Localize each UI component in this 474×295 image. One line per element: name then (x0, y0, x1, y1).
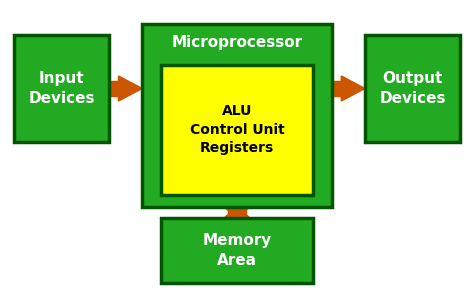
Polygon shape (341, 76, 365, 101)
Bar (161, 218, 313, 283)
Polygon shape (118, 76, 142, 101)
Polygon shape (220, 206, 254, 221)
Bar (228, 204, 246, 221)
Text: Input
Devices: Input Devices (28, 71, 95, 106)
Bar (161, 65, 313, 195)
Text: Microprocessor: Microprocessor (172, 35, 302, 50)
Bar (142, 24, 332, 206)
Bar (109, 81, 118, 96)
Bar (332, 81, 341, 96)
Bar (14, 35, 109, 142)
Polygon shape (220, 204, 254, 218)
Text: Output
Devices: Output Devices (379, 71, 446, 106)
Bar (365, 35, 460, 142)
Text: Memory
Area: Memory Area (202, 233, 272, 268)
Text: ALU
Control Unit
Registers: ALU Control Unit Registers (190, 104, 284, 155)
